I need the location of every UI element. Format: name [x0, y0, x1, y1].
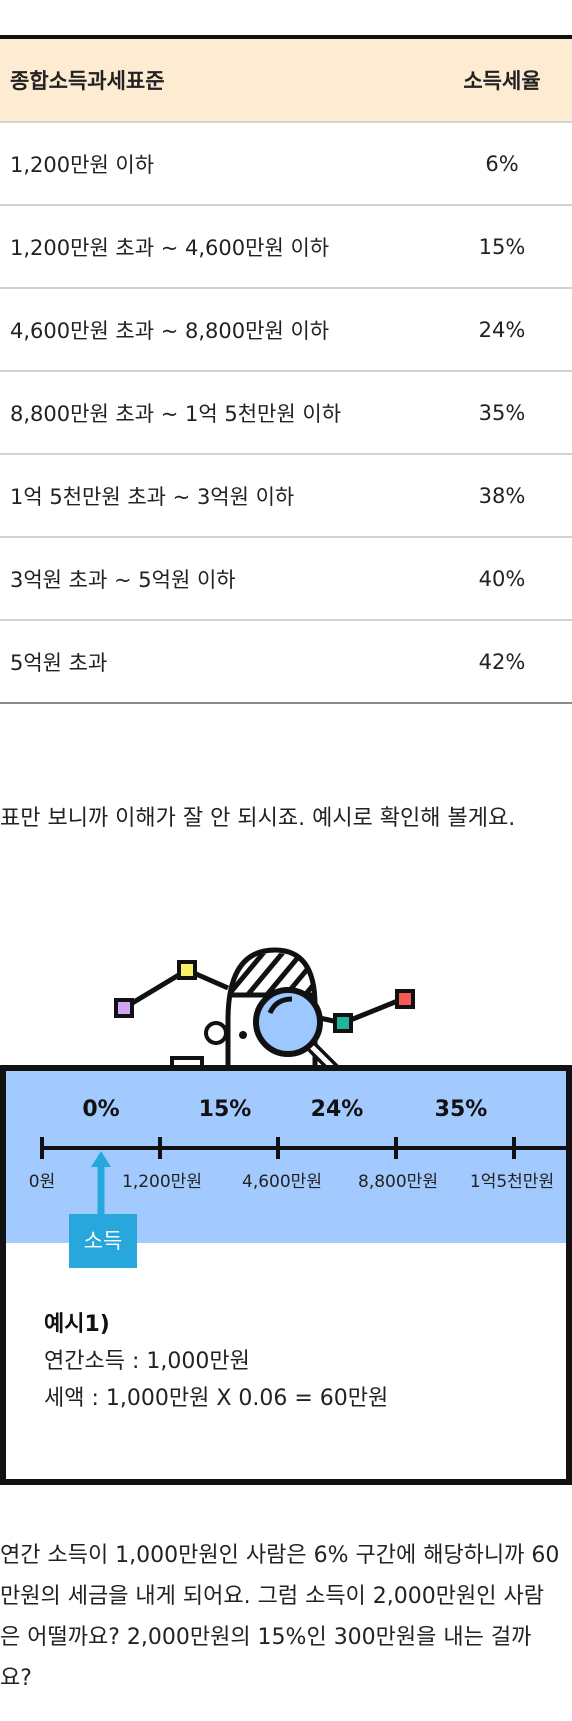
row-range: 8,800만원 초과 ~ 1억 5천만원 이하	[10, 401, 342, 426]
bracket-scale-graphic: 0% 15% 24% 35% 0원 1,200만원 4,600만원 8,800만…	[29, 1097, 566, 1214]
row-range: 3억원 초과 ~ 5억원 이하	[10, 567, 236, 592]
table-row: 1,200만원 초과 ~ 4,600만원 이하 15%	[0, 206, 572, 289]
table-row: 4,600만원 초과 ~ 8,800만원 이하 24%	[0, 289, 572, 372]
example-income-line: 연간소득 : 1,000만원	[44, 1349, 250, 1374]
example-details: 예시1) 연간소득 : 1,000만원 세액 : 1,000만원 X 0.06 …	[44, 1306, 388, 1417]
table-row: 1,200만원 이하 6%	[0, 123, 572, 206]
header-rate: 소득세율	[463, 69, 541, 93]
closing-paragraph: 연간 소득이 1,000만원인 사람은 6% 구간에 해당하니까 60만원의 세…	[0, 1543, 560, 1691]
scale-tick-label: 8,800만원	[358, 1172, 438, 1192]
red-node-icon	[395, 989, 415, 1009]
row-rate: 24%	[478, 317, 526, 342]
scale-tick-label: 1억5천만원	[470, 1172, 554, 1192]
bracket-rate-label: 24%	[311, 1097, 364, 1122]
row-range: 4,600만원 초과 ~ 8,800만원 이하	[10, 318, 330, 343]
row-rate: 40%	[478, 566, 526, 591]
table-row: 1억 5천만원 초과 ~ 3억원 이하 38%	[0, 455, 572, 538]
row-range: 1,200만원 이하	[10, 152, 155, 177]
tax-rate-table: 종합소득과세표준 소득세율 1,200만원 이하 6% 1,200만원 초과 ~…	[0, 35, 572, 704]
table-row: 8,800만원 초과 ~ 1억 5천만원 이하 35%	[0, 372, 572, 455]
row-rate: 35%	[478, 400, 526, 425]
scale-tick-label: 4,600만원	[242, 1172, 322, 1192]
table-row: 5억원 초과 42%	[0, 621, 572, 704]
bracket-rate-label: 35%	[435, 1097, 488, 1122]
magnifier-character-illustration	[114, 947, 415, 1070]
scale-tick-label: 0원	[29, 1172, 55, 1192]
row-range: 1억 5천만원 초과 ~ 3억원 이하	[10, 484, 295, 509]
table-row: 3억원 초과 ~ 5억원 이하 40%	[0, 538, 572, 621]
income-tag: 소득	[69, 1214, 137, 1268]
bracket-rate-label: 0%	[82, 1097, 119, 1122]
row-rate: 6%	[485, 151, 519, 176]
bracket-rate-label: 15%	[199, 1097, 252, 1122]
arrow-up-icon	[91, 1151, 111, 1167]
row-rate: 15%	[478, 234, 526, 259]
lead-paragraph: 표만 보니까 이해가 잘 안 되시죠. 예시로 확인해 볼게요.	[0, 806, 516, 831]
row-rate: 38%	[478, 483, 526, 508]
yellow-node-icon	[177, 960, 197, 980]
example-tax-line: 세액 : 1,000만원 X 0.06 = 60만원	[44, 1386, 389, 1411]
example-box: 0% 15% 24% 35% 0원 1,200만원 4,600만원 8,800만…	[0, 1065, 572, 1485]
header-range: 종합소득과세표준	[10, 69, 165, 93]
scale-tick-label: 1,200만원	[122, 1172, 202, 1192]
row-range: 5억원 초과	[10, 650, 108, 675]
row-rate: 42%	[478, 649, 526, 674]
row-range: 1,200만원 초과 ~ 4,600만원 이하	[10, 235, 330, 260]
purple-node-icon	[114, 998, 134, 1018]
table-header-row: 종합소득과세표준 소득세율	[0, 39, 572, 123]
teal-node-icon	[333, 1013, 353, 1033]
example-title: 예시1)	[44, 1312, 110, 1337]
